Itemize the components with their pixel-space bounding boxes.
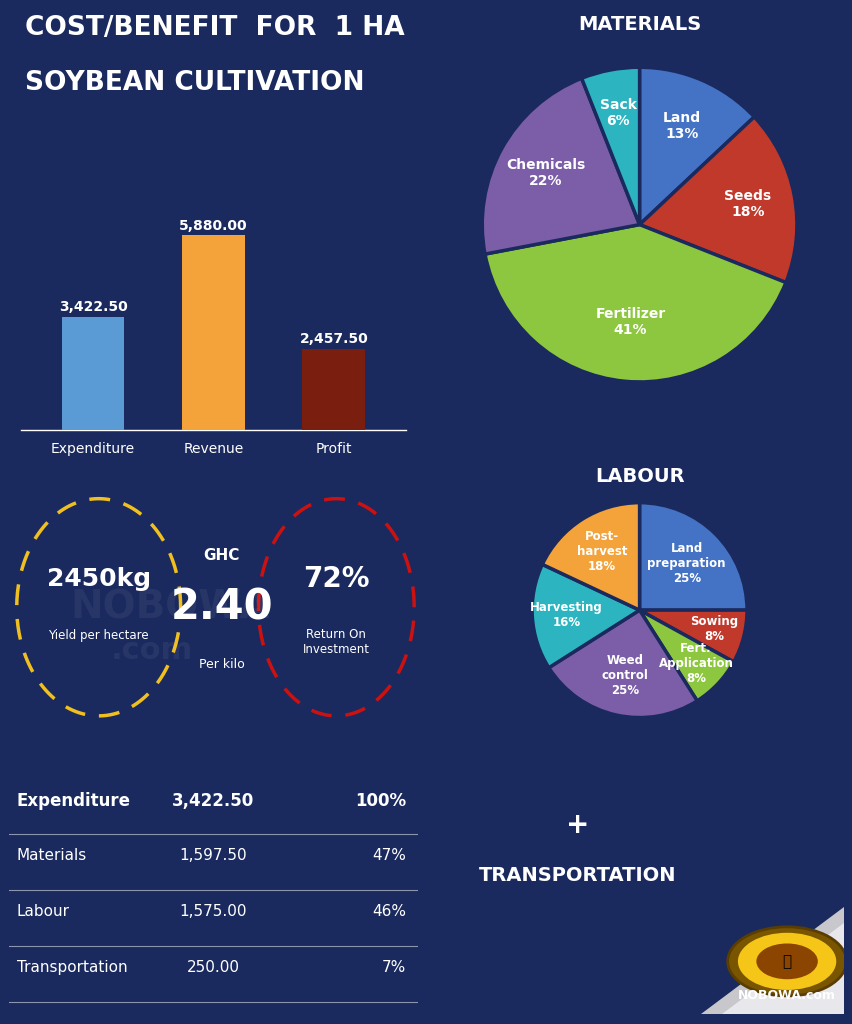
Text: 3,422.50: 3,422.50 bbox=[172, 793, 254, 810]
Text: 100%: 100% bbox=[354, 793, 406, 810]
Text: 72%: 72% bbox=[302, 564, 369, 593]
Text: Transportation: Transportation bbox=[17, 961, 127, 975]
Circle shape bbox=[737, 933, 835, 990]
Polygon shape bbox=[721, 924, 843, 1014]
Text: .com: .com bbox=[90, 259, 187, 293]
Circle shape bbox=[756, 943, 817, 979]
Text: MATERIALS: MATERIALS bbox=[578, 14, 700, 34]
Circle shape bbox=[727, 927, 845, 996]
Polygon shape bbox=[700, 906, 843, 1014]
Text: NOBOWA: NOBOWA bbox=[70, 588, 269, 627]
Text: 47%: 47% bbox=[371, 848, 406, 863]
Text: 1,575.00: 1,575.00 bbox=[180, 904, 247, 920]
Text: NOBOWA.com: NOBOWA.com bbox=[737, 989, 835, 1001]
Text: Per kilo: Per kilo bbox=[199, 658, 245, 671]
Text: +: + bbox=[566, 811, 589, 840]
Text: Labour: Labour bbox=[17, 904, 70, 920]
Text: 7%: 7% bbox=[382, 961, 406, 975]
Text: 2450kg: 2450kg bbox=[47, 566, 151, 591]
Text: 🌿: 🌿 bbox=[781, 954, 791, 969]
Text: SOYBEAN CULTIVATION: SOYBEAN CULTIVATION bbox=[25, 71, 364, 96]
Text: TRANSPORTATION: TRANSPORTATION bbox=[479, 866, 676, 885]
Text: Expenditure: Expenditure bbox=[17, 793, 130, 810]
Text: .com: .com bbox=[111, 636, 193, 665]
Text: NOBOWA: NOBOWA bbox=[49, 203, 278, 246]
Text: COST/BENEFIT  FOR  1 HA: COST/BENEFIT FOR 1 HA bbox=[25, 14, 404, 41]
Text: 2.40: 2.40 bbox=[170, 587, 273, 629]
Text: Materials: Materials bbox=[17, 848, 87, 863]
Text: Yield per hectare: Yield per hectare bbox=[49, 630, 149, 642]
Text: 1,597.50: 1,597.50 bbox=[180, 848, 247, 863]
Text: 250.00: 250.00 bbox=[187, 961, 239, 975]
Text: GHC: GHC bbox=[203, 548, 239, 563]
Text: 46%: 46% bbox=[371, 904, 406, 920]
Text: Return On
Investment: Return On Investment bbox=[302, 628, 370, 655]
Text: LABOUR: LABOUR bbox=[594, 467, 683, 486]
